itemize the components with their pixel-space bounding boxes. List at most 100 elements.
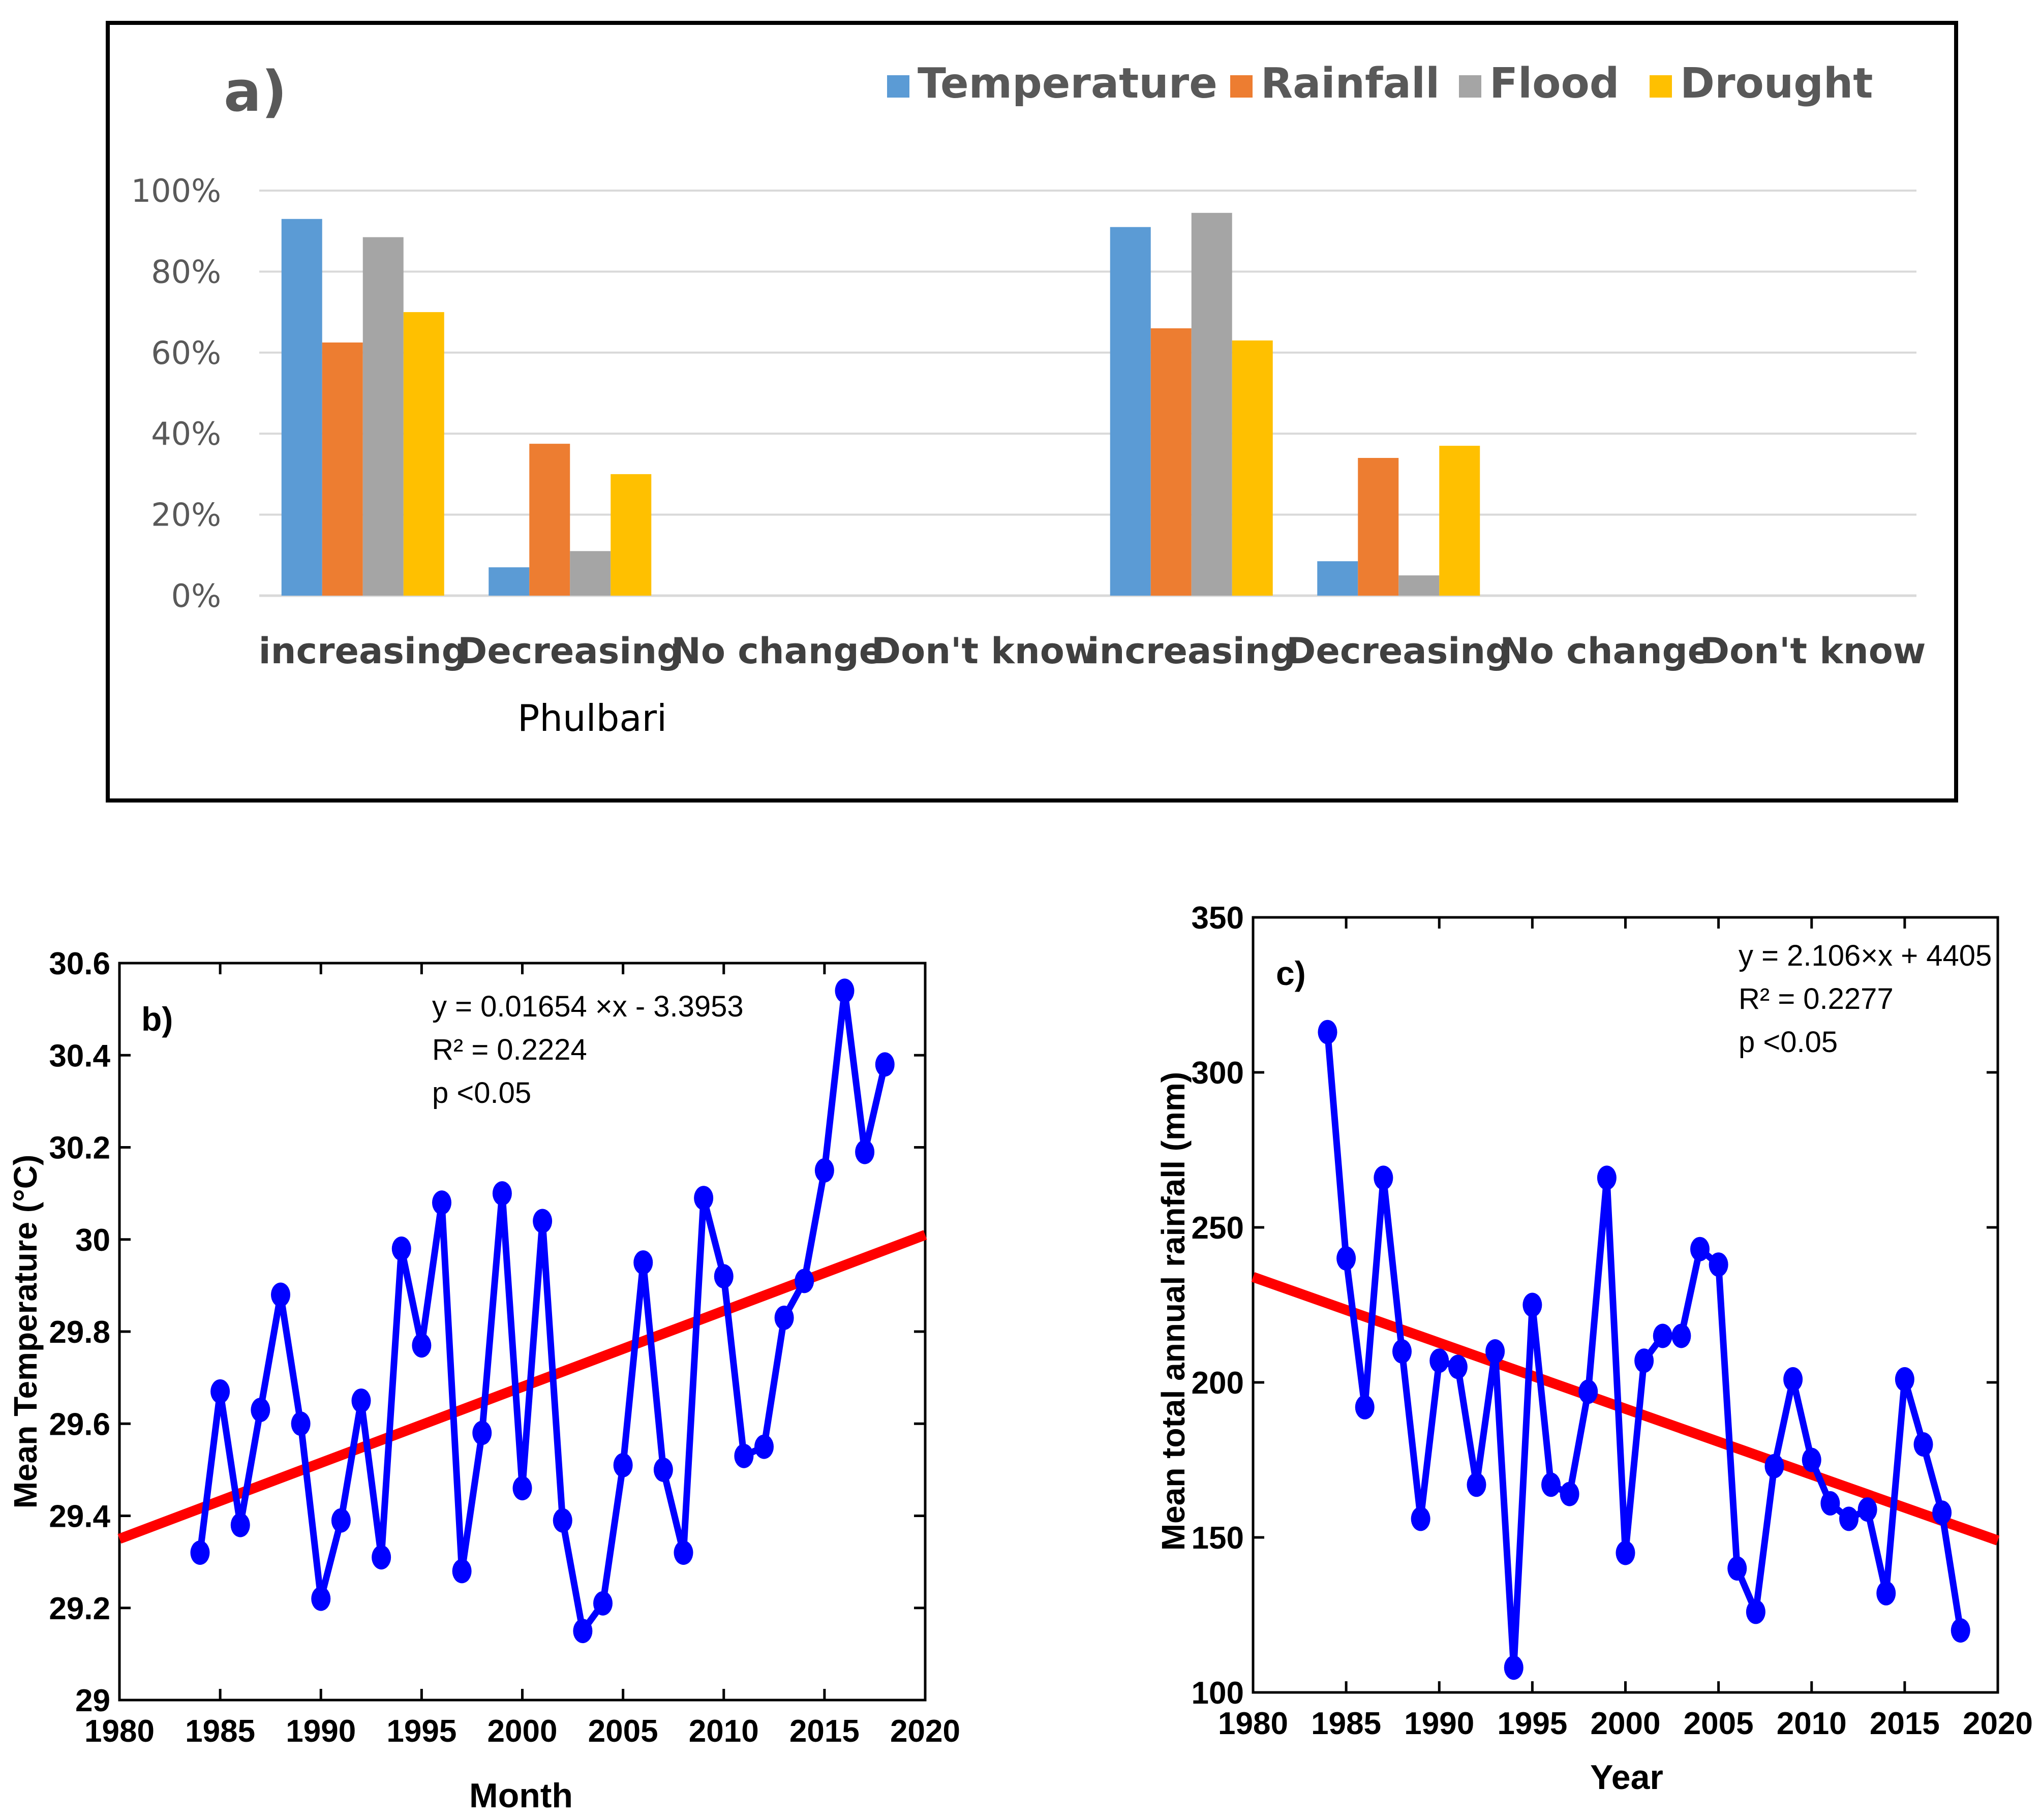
category-label: Don't know <box>871 630 1097 672</box>
annotation-line: y = 0.01654 ×x - 3.3953 <box>432 990 744 1023</box>
data-point-1999 <box>492 1181 512 1206</box>
y-tick-label: 29.8 <box>49 1315 110 1350</box>
data-point-1999 <box>1597 1165 1617 1190</box>
y-tick-label: 29 <box>75 1683 110 1718</box>
trend-line <box>117 1230 927 1544</box>
y-tick-label: 40% <box>151 415 221 452</box>
data-point-1994 <box>391 1236 411 1261</box>
data-point-1985 <box>1336 1246 1356 1271</box>
panel-b-label: b) <box>141 1000 173 1038</box>
x-tick-label: 2020 <box>1963 1706 2033 1741</box>
panel-c-ticks: 1980 1985 1990 1995 2000 2005 2010 2015 2020 100 1… <box>1192 901 2033 1741</box>
bar-drought-1 <box>611 474 652 596</box>
data-point-1987 <box>251 1398 270 1423</box>
x-tick-label: 2010 <box>1777 1706 1847 1741</box>
bar-temperature-5 <box>1317 561 1358 596</box>
data-point-2011 <box>1820 1491 1840 1516</box>
panel-b-ticks: 1980 1985 1990 1995 2000 2005 2010 2015 2020 29 29… <box>49 946 960 1749</box>
legend-swatch-drought <box>1650 75 1672 98</box>
x-tick-label: 2005 <box>588 1714 658 1749</box>
bar-flood-5 <box>1398 575 1440 596</box>
data-point-2007 <box>653 1457 673 1482</box>
data-point-1990 <box>1429 1348 1449 1373</box>
annotation-line: p <0.05 <box>432 1076 531 1109</box>
panel-b-x-axis-label: Month <box>469 1776 573 1815</box>
data-point-2009 <box>1783 1367 1803 1392</box>
category-label: Decreasing <box>1286 630 1511 672</box>
x-tick-label: 1990 <box>1404 1706 1474 1741</box>
data-point-1992 <box>1467 1472 1486 1497</box>
bar-drought-5 <box>1439 446 1480 596</box>
legend-label-rainfall: Rainfall <box>1261 59 1440 108</box>
data-point-1993 <box>372 1545 391 1570</box>
data-point-1986 <box>230 1513 250 1537</box>
data-point-2011 <box>734 1443 754 1468</box>
data-point-1985 <box>210 1379 230 1404</box>
data-point-2005 <box>613 1453 633 1477</box>
y-tick-label: 100 <box>1192 1676 1244 1711</box>
panel-b-y-axis-label: Mean Temperature (°C) <box>7 1155 44 1509</box>
x-tick-label: 2015 <box>789 1714 860 1749</box>
panel-b-data-series <box>190 978 895 1644</box>
x-tick-label: 1995 <box>386 1714 456 1749</box>
bar-rainfall-5 <box>1358 458 1399 596</box>
y-tick-label: 200 <box>1192 1366 1244 1401</box>
category-label: No change <box>1500 630 1712 672</box>
data-point-1992 <box>351 1388 371 1413</box>
trend-line <box>1251 1272 2000 1546</box>
y-tick-label: 29.2 <box>49 1591 110 1626</box>
bar-flood-1 <box>570 551 611 596</box>
x-tick-label: 1995 <box>1497 1706 1567 1741</box>
data-point-2000 <box>1616 1540 1635 1565</box>
legend-label-drought: Drought <box>1680 59 1873 108</box>
data-point-2014 <box>795 1269 814 1293</box>
data-point-2004 <box>593 1591 613 1616</box>
data-point-2000 <box>512 1476 532 1501</box>
legend-label-flood: Flood <box>1489 59 1620 108</box>
bar-rainfall-1 <box>529 444 570 596</box>
y-tick-label: 80% <box>151 253 221 290</box>
y-tick-label: 30.6 <box>49 946 110 981</box>
x-tick-label: 1990 <box>286 1714 356 1749</box>
data-point-2018 <box>1951 1618 1970 1643</box>
panel-b-trend-line <box>117 1230 927 1544</box>
data-point-2009 <box>694 1186 714 1211</box>
data-point-2008 <box>674 1540 693 1565</box>
x-tick-label: 2000 <box>1591 1706 1661 1741</box>
x-tick-label: 2010 <box>689 1714 759 1749</box>
data-point-2014 <box>1876 1581 1896 1606</box>
x-tick-label: 2005 <box>1684 1706 1754 1741</box>
panel-a-label: a) <box>224 59 287 124</box>
legend-swatch-temperature <box>887 75 909 98</box>
x-tick-label: 1980 <box>1218 1706 1288 1741</box>
panel-c-rainfall-chart: 1980 1985 1990 1995 2000 2005 2010 2015 2020 100 1… <box>1155 901 2033 1797</box>
data-point-1988 <box>1392 1339 1412 1364</box>
data-point-2008 <box>1764 1454 1784 1478</box>
panel-b-temperature-chart: 1980 1985 1990 1995 2000 2005 2010 2015 2020 29 29… <box>7 946 960 1815</box>
y-tick-label: 20% <box>151 497 221 534</box>
data-point-1997 <box>452 1559 472 1584</box>
data-point-1991 <box>331 1508 351 1533</box>
category-label: Don't know <box>1700 630 1926 672</box>
panel-a-bar-chart: a) Temperature Rainfall Flood Drought 0% 20%… <box>106 21 1958 803</box>
data-point-2010 <box>1802 1447 1821 1472</box>
data-point-2016 <box>1913 1432 1933 1457</box>
data-point-2018 <box>875 1052 895 1077</box>
legend-swatch-rainfall <box>1230 75 1253 98</box>
panel-a-group-label: Phulbari <box>517 697 667 739</box>
x-tick-label: 1980 <box>84 1714 155 1749</box>
annotation-line: R² = 0.2224 <box>432 1033 587 1066</box>
data-point-2002 <box>553 1508 572 1533</box>
annotation-line: p <0.05 <box>1739 1026 1838 1059</box>
category-label: No change <box>671 630 883 672</box>
data-point-1984 <box>1318 1020 1337 1044</box>
data-point-2013 <box>1857 1497 1877 1522</box>
panel-b-annotation: y = 0.01654 ×x - 3.3953 R² = 0.2224 p <0.0… <box>432 990 744 1109</box>
y-tick-label: 0% <box>171 577 221 614</box>
y-tick-label: 29.6 <box>49 1407 110 1442</box>
data-point-2003 <box>573 1619 593 1644</box>
category-label: increasing <box>1087 630 1296 672</box>
data-point-1998 <box>472 1421 492 1445</box>
